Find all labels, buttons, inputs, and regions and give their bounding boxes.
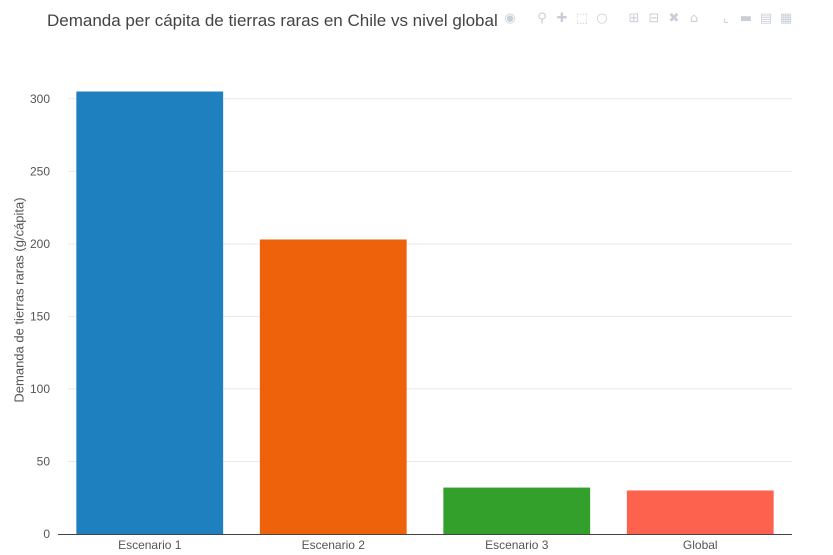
lasso-icon[interactable]: ○ [596, 10, 608, 26]
zoom-out-icon[interactable]: ⊟ [648, 10, 660, 26]
pan-icon[interactable]: ✚ [556, 10, 568, 26]
bars [76, 91, 774, 534]
x-tick-label: Escenario 2 [302, 538, 366, 552]
box-select-icon[interactable]: ⬚ [575, 10, 589, 26]
zoom-in-icon[interactable]: ⊞ [628, 10, 640, 26]
modebar: ◉ ⚲ ✚ ⬚ ○ ⊞ ⊟ ✖ ⌂ ⌞ ▬ ▤ ▦ [502, 9, 794, 27]
axes: 0 50 100 150 200 250 300 Escenario 1 Escenario 2… [30, 92, 792, 552]
zoom-icon[interactable]: ⚲ [537, 10, 547, 26]
x-tick-label: Escenario 3 [485, 538, 549, 552]
y-tick-label: 200 [30, 237, 50, 251]
y-tick-label: 50 [37, 454, 51, 468]
bar [443, 487, 591, 534]
camera-icon[interactable]: ◉ [504, 10, 516, 26]
y-tick-label: 300 [30, 92, 50, 106]
x-tick-label: Global [683, 538, 718, 552]
autoscale-icon[interactable]: ✖ [668, 10, 680, 26]
bar [76, 91, 224, 534]
chart-title: Demanda per cápita de tierras raras en C… [47, 11, 498, 30]
reset-axes-icon[interactable]: ⌂ [689, 10, 699, 26]
y-tick-label: 100 [30, 382, 50, 396]
hover-closest-icon[interactable]: ▬ [739, 10, 753, 26]
plotly-logo-icon[interactable]: ▦ [779, 10, 793, 26]
y-tick-label: 0 [43, 527, 50, 541]
bar [259, 239, 407, 534]
y-tick-label: 250 [30, 164, 50, 178]
spike-lines-icon[interactable]: ⌞ [722, 10, 730, 26]
x-tick-label: Escenario 1 [118, 538, 182, 552]
y-tick-label: 150 [30, 309, 50, 323]
hover-compare-icon[interactable]: ▤ [759, 10, 773, 26]
bar [626, 490, 774, 534]
